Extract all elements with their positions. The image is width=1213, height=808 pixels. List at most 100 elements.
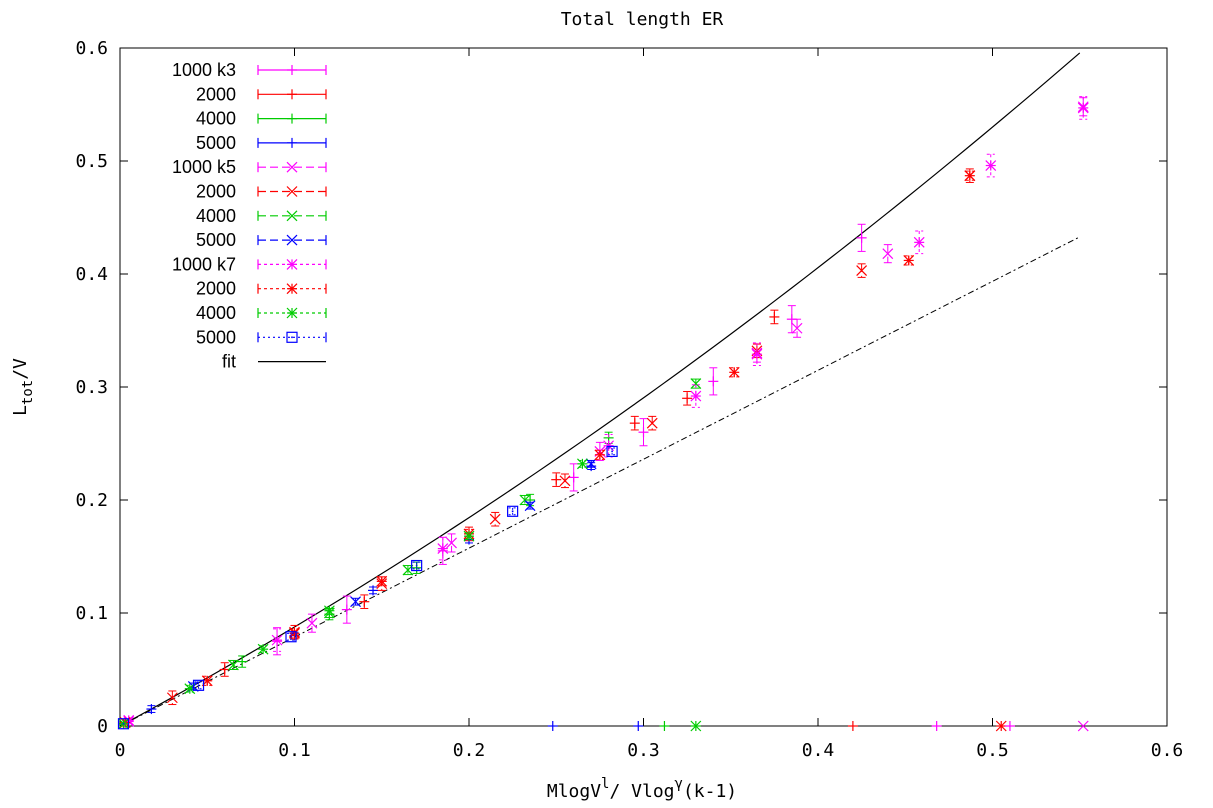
data-point <box>287 113 297 124</box>
legend-label: 2000 <box>196 182 236 202</box>
y-label-base: L <box>10 405 31 416</box>
data-point <box>847 721 858 731</box>
data-point <box>368 585 379 596</box>
data-point <box>228 659 239 671</box>
data-point <box>559 475 571 487</box>
data-point <box>219 664 230 675</box>
chart-title: Total length ER <box>561 9 724 30</box>
series-0 <box>123 223 867 726</box>
y-tick-label: 0.3 <box>75 377 108 398</box>
data-point <box>606 445 618 458</box>
data-point <box>257 643 269 655</box>
legend-item: 5000 <box>196 327 327 347</box>
series-4 <box>123 97 1089 726</box>
data-point <box>286 258 298 270</box>
legend-label: 4000 <box>196 206 236 226</box>
legend-label: 2000 <box>196 84 236 104</box>
y-tick-label: 0.6 <box>75 38 108 59</box>
data-point <box>629 418 640 429</box>
legend-label: 4000 <box>196 303 236 323</box>
data-point <box>411 559 423 572</box>
series-10 <box>118 458 702 732</box>
legend-label: fit <box>222 352 236 372</box>
data-point <box>568 472 579 483</box>
x-tick-label: 0.3 <box>627 740 660 761</box>
legend-label: 1000 k7 <box>172 254 236 274</box>
data-point <box>463 530 475 542</box>
data-point <box>286 307 298 319</box>
series-11 <box>117 445 618 730</box>
data-point <box>1077 720 1089 732</box>
data-point <box>551 474 562 485</box>
data-point <box>931 721 942 731</box>
data-point <box>287 137 297 148</box>
data-series <box>117 96 1089 732</box>
legend-label: 5000 <box>196 230 236 250</box>
data-point <box>306 617 318 629</box>
legend-item: 2000 <box>196 182 327 202</box>
legend-label: 1000 k5 <box>172 157 236 177</box>
x-tick-label: 0.6 <box>1151 740 1184 761</box>
data-point <box>437 543 449 555</box>
data-point <box>237 656 248 667</box>
legend-label: 2000 <box>196 279 236 299</box>
data-point <box>446 537 457 549</box>
y-tick-label: 0.4 <box>75 264 108 285</box>
data-point <box>638 427 649 438</box>
legend-item: 4000 <box>196 109 327 129</box>
data-point <box>751 348 763 360</box>
data-point <box>646 417 658 429</box>
data-point <box>117 718 130 730</box>
data-point <box>1077 102 1089 114</box>
x-tick-label: 0.5 <box>976 740 1009 761</box>
x-label-sup1: l <box>601 776 609 792</box>
legend-item: 5000 <box>196 230 327 250</box>
data-point <box>323 605 335 617</box>
data-point <box>286 161 298 173</box>
legend-label: 1000 k3 <box>172 60 236 80</box>
series-1 <box>120 309 780 728</box>
data-point <box>791 322 803 334</box>
x-label-sup2: γ <box>675 776 683 792</box>
y-tick-label: 0.5 <box>75 151 108 172</box>
series-7 <box>187 458 597 692</box>
data-point <box>659 721 670 731</box>
axis-markers <box>547 720 1089 732</box>
data-point <box>146 704 157 715</box>
legend-item: 1000 k5 <box>172 157 327 177</box>
y-tick-label: 0.2 <box>75 490 108 511</box>
data-point <box>682 393 693 404</box>
x-tick-label: 0.1 <box>278 740 311 761</box>
y-axis-ticks: 0 0.1 0.2 0.3 0.4 0.5 0.6 <box>75 38 1167 737</box>
y-label-sub: tot <box>20 380 36 405</box>
data-point <box>287 65 297 75</box>
data-point <box>376 575 388 587</box>
data-point <box>856 265 868 277</box>
x-label-tail: (k-1) <box>683 781 737 802</box>
series-3 <box>146 461 597 715</box>
data-point <box>285 631 297 643</box>
data-point <box>286 234 298 246</box>
data-point <box>287 89 297 100</box>
x-tick-label: 0 <box>115 740 126 761</box>
data-point <box>524 500 536 512</box>
series-8 <box>123 96 1089 727</box>
y-tick-label: 0 <box>97 716 108 737</box>
data-point <box>594 449 606 461</box>
data-point <box>985 160 997 171</box>
x-tick-label: 0.2 <box>453 740 486 761</box>
data-point <box>690 390 702 402</box>
data-point <box>350 596 361 608</box>
plot-frame <box>119 47 1168 727</box>
legend-label: 4000 <box>196 109 236 129</box>
legend-item: fit <box>222 352 326 372</box>
data-point <box>856 232 867 243</box>
y-label-tail: /V <box>10 358 31 380</box>
legend-item: 1000 k3 <box>172 60 327 80</box>
data-point <box>913 236 925 248</box>
series-2 <box>118 431 614 729</box>
data-point <box>903 255 915 266</box>
series-5 <box>119 168 976 729</box>
fit-curve <box>119 52 1081 727</box>
